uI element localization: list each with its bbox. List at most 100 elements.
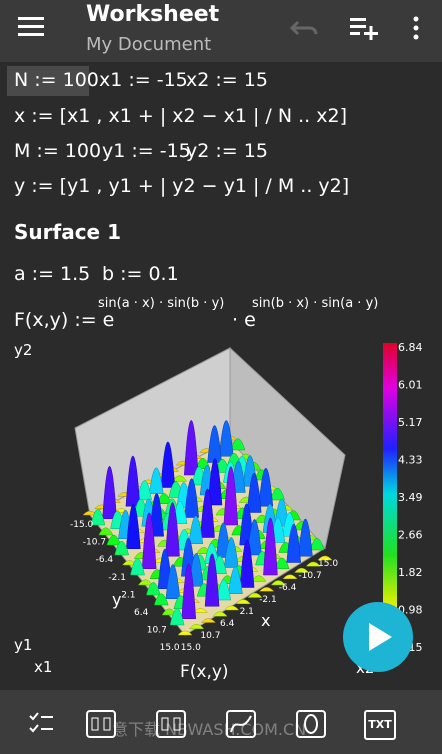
surface-peak [246, 473, 262, 513]
surface-peak [298, 518, 313, 557]
surface-peak [294, 567, 310, 573]
x-tick-label: 6.4 [220, 619, 235, 629]
plot3d-tool[interactable] [296, 710, 326, 738]
math-line[interactable]: b := 0.1 [102, 263, 179, 285]
colorbar-label: 6.01 [398, 379, 423, 392]
colorbar-label: 3.49 [398, 491, 423, 504]
surface-peak [305, 561, 321, 567]
surface-peak [286, 523, 302, 563]
surface-peak [114, 540, 129, 556]
y-tick-label: 15.0 [160, 643, 180, 653]
surface-peak [169, 608, 185, 626]
y-tick-label: 6.4 [134, 608, 149, 618]
axis-label: F(x,y) [180, 662, 229, 682]
x-tick-label: -6.4 [279, 583, 297, 593]
surface-peak [235, 599, 251, 604]
app-bar [0, 0, 442, 62]
surface-peak [258, 468, 274, 507]
math-line[interactable]: y2 := 15 [186, 140, 268, 162]
math-line[interactable]: x2 := 15 [186, 69, 268, 91]
y-tick-label: -15.0 [70, 520, 94, 530]
surface-peak [207, 458, 223, 506]
surface-peak [223, 537, 239, 568]
surface-peak [125, 455, 141, 507]
surface-peak [223, 466, 239, 526]
surface-peak [183, 420, 199, 476]
x-tick-label: -10.7 [298, 571, 321, 581]
surface-peak [184, 478, 199, 518]
list-tool[interactable] [28, 712, 54, 734]
surface-peak [160, 441, 176, 488]
surface-peak [247, 592, 263, 598]
eval-tool[interactable] [156, 710, 186, 738]
colorbar [383, 343, 397, 645]
math-line[interactable]: M := 100 [14, 140, 102, 162]
surface-peak [270, 580, 286, 586]
section-title[interactable]: Surface 1 [14, 220, 122, 244]
surface-peak [102, 466, 117, 519]
add-button[interactable] [350, 16, 380, 40]
surface-peak [228, 566, 243, 594]
surface-peak [212, 611, 228, 617]
math-line[interactable]: N := 100 [14, 69, 99, 91]
x-tick-label: 15.0 [318, 559, 338, 569]
math-line[interactable]: y1 := -15 [102, 140, 191, 162]
surface-peak [165, 502, 180, 557]
axis-label: x [261, 611, 270, 630]
math-line[interactable]: a := 1.5 [14, 263, 91, 285]
colorbar-label: 1.82 [398, 566, 423, 579]
surface-peak [259, 587, 275, 592]
surface-peak [181, 563, 197, 619]
exponent: sin(a · x) · sin(b · y) [98, 296, 225, 311]
surface-peak [153, 593, 169, 606]
define-tool[interactable] [86, 710, 116, 738]
y-tick-label: -6.4 [96, 555, 114, 565]
y-tick-label: 2.1 [121, 590, 135, 600]
colorbar-label: 5.17 [398, 416, 423, 429]
corner-label: x1 [34, 658, 52, 676]
x-tick-label: 10.7 [200, 631, 220, 641]
surface-peak [200, 488, 215, 538]
surface-peak [239, 539, 255, 588]
math-line[interactable]: y := [y1 , y1 + | y2 − y1 | / M .. y2] [14, 175, 350, 197]
surface-peak [98, 527, 114, 536]
x-tick-label: 15.0 [181, 643, 201, 653]
menu-button[interactable] [18, 15, 44, 37]
surface-plot[interactable]: 6.846.015.174.333.492.661.820.980.15-15.… [0, 335, 442, 690]
surface-peak [188, 516, 204, 544]
x-tick-label: -2.1 [259, 595, 277, 605]
colorbar-label: 2.66 [398, 529, 423, 542]
y-tick-label: -10.7 [83, 538, 106, 548]
colorbar-label: 4.33 [398, 454, 423, 467]
more-button[interactable] [412, 16, 420, 40]
surface-peak [189, 623, 205, 629]
x-tick-label: 2.1 [240, 607, 254, 617]
run-button[interactable] [342, 601, 414, 673]
surface-peak [141, 512, 157, 569]
watermark: 意下载 NBWASH.COM.CN [112, 720, 307, 739]
colorbar-label: 6.84 [398, 341, 423, 354]
undo-button[interactable] [290, 16, 320, 38]
text-tool[interactable]: TXT [364, 710, 396, 740]
surface-peak [90, 509, 106, 526]
surface-peak [126, 503, 141, 549]
surface-peak [224, 605, 240, 611]
subtitle: My Document [86, 34, 212, 55]
corner-label: y1 [14, 636, 32, 654]
exponent: sin(b · x) · sin(a · y) [252, 296, 379, 311]
surface-peak [218, 420, 234, 457]
axis-label: y [112, 590, 121, 609]
plot2d-tool[interactable] [226, 710, 256, 738]
surface-peak [207, 425, 222, 463]
surface-peak [263, 517, 278, 576]
toolbar [0, 690, 442, 754]
surface-peak [317, 555, 333, 561]
y-tick-label: 10.7 [147, 626, 167, 636]
surface-peak [177, 630, 193, 636]
title: Worksheet [86, 2, 220, 27]
math-line[interactable]: x1 := -15 [99, 69, 188, 91]
function-lhs[interactable]: F(x,y) := e [14, 309, 115, 331]
math-line[interactable]: x := [x1 , x1 + | x2 − x1 | / N .. x2] [14, 105, 347, 127]
surface-peak [282, 574, 298, 579]
